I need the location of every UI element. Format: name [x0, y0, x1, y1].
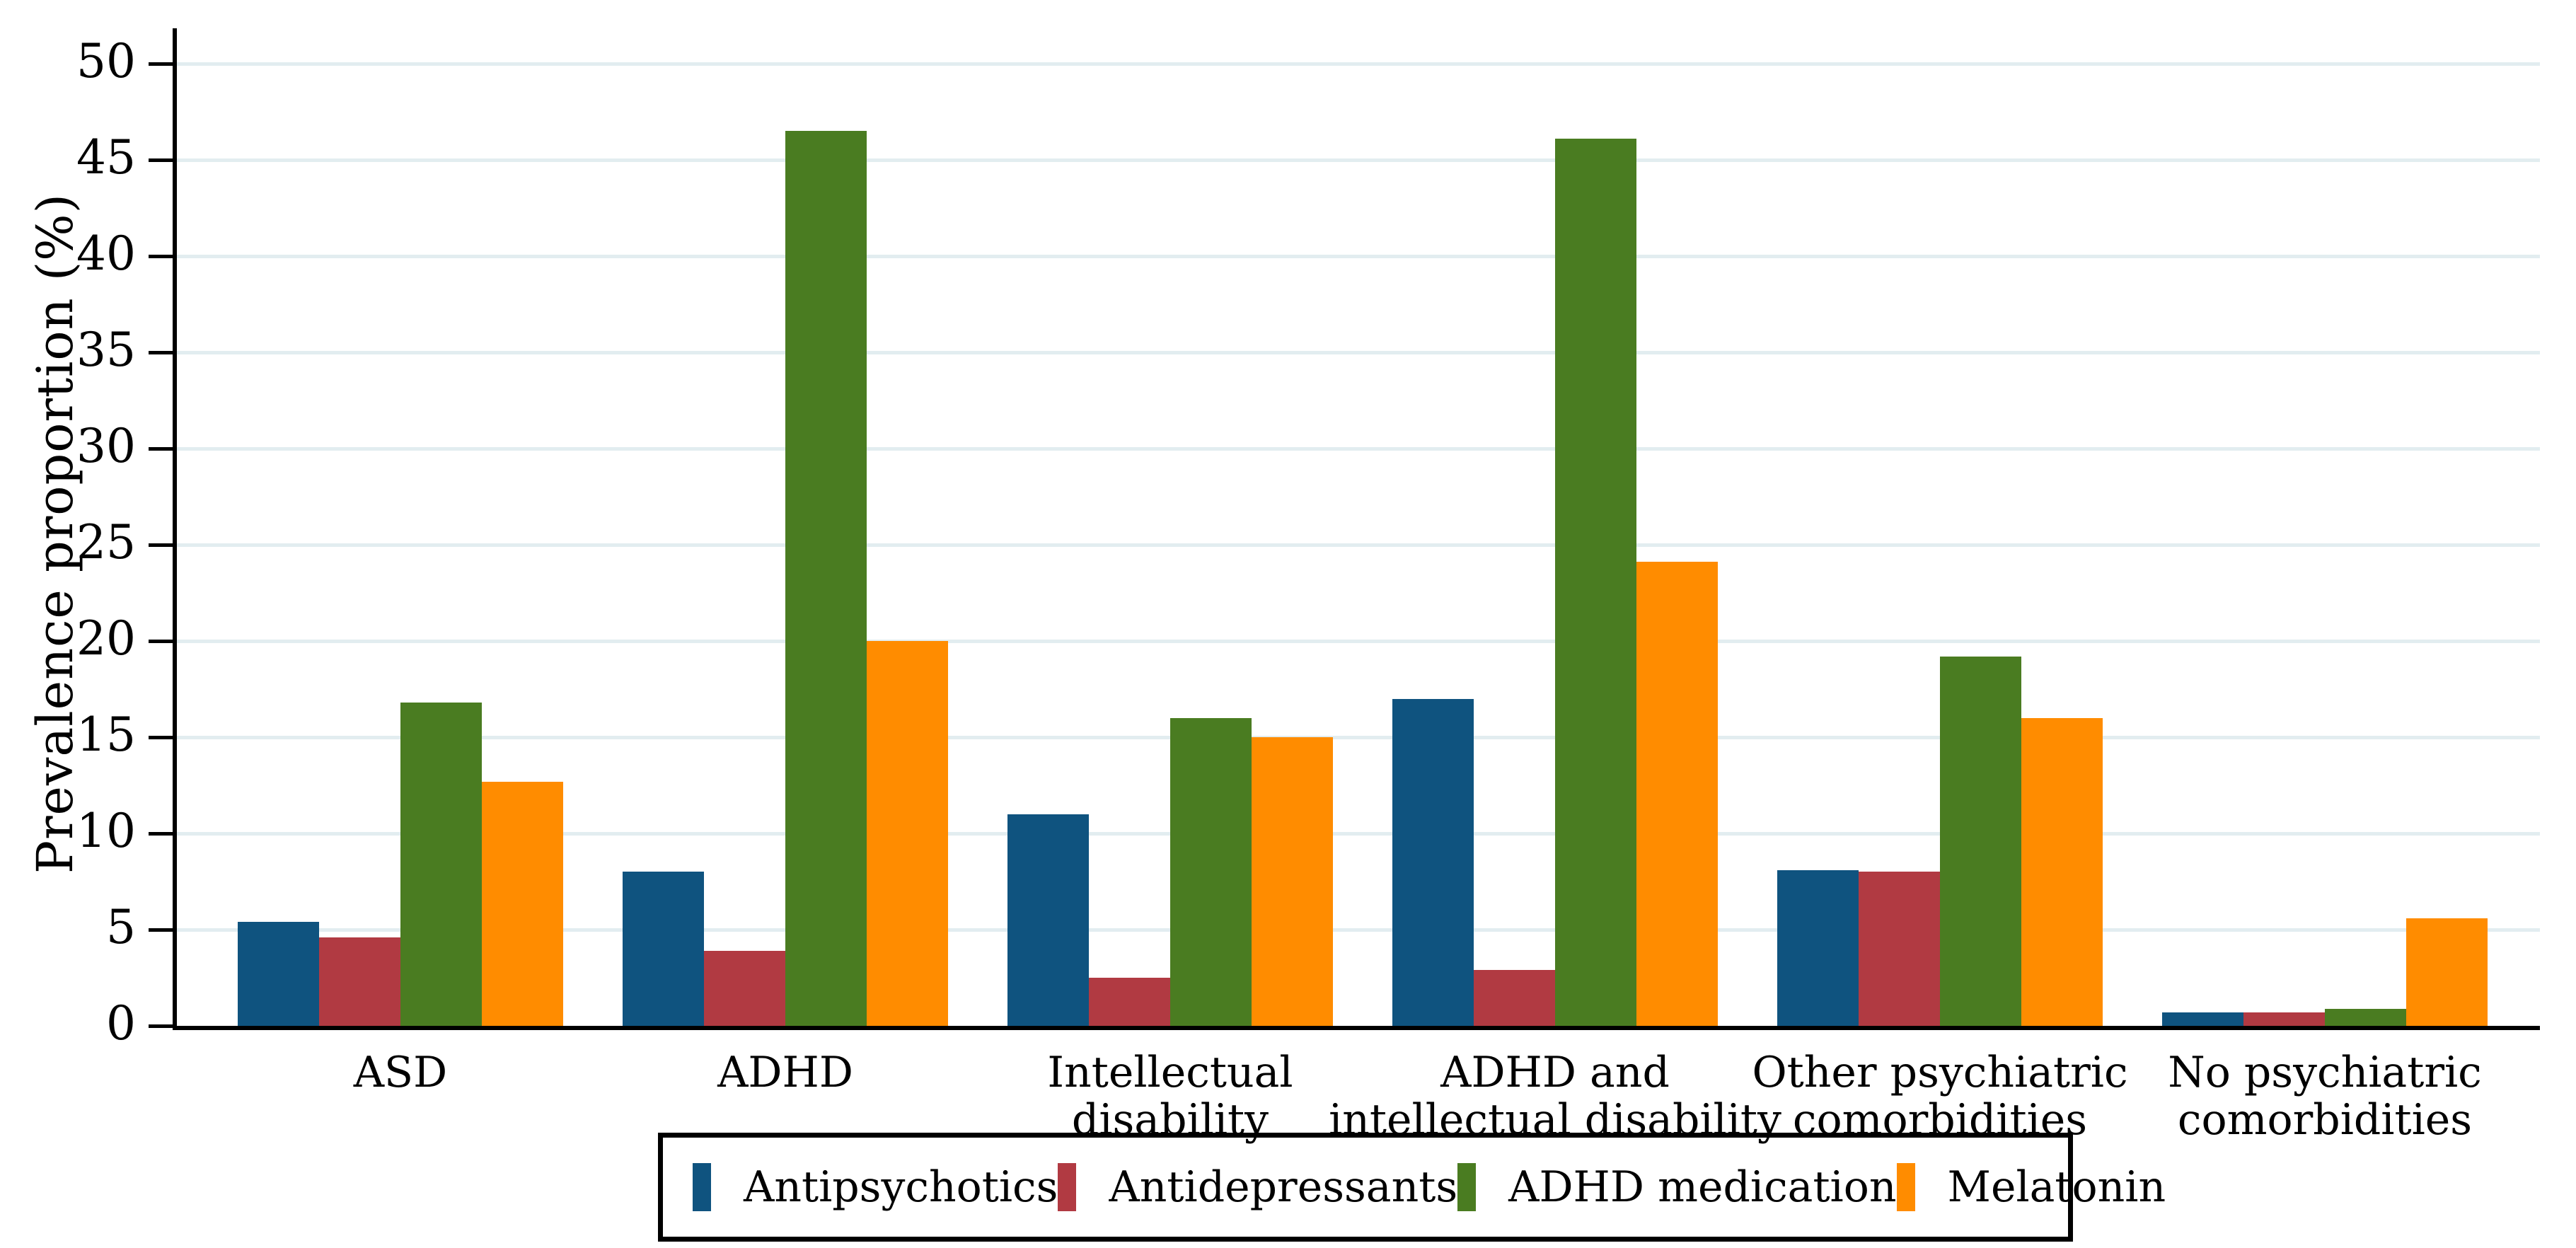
plot-area: 0 5 10 15 20 25 30 35 40 45 50	[76, 28, 2540, 1047]
legend-label: Antidepressants	[1109, 1162, 1458, 1212]
y-tick-label-45: 45	[76, 130, 136, 185]
y-tick-30	[149, 446, 173, 451]
category-label-5: No psychiatric comorbidities	[2168, 1048, 2482, 1145]
x-axis-line	[173, 1026, 2540, 1030]
bar-adhd-medication-1	[785, 131, 867, 1026]
bar-antipsychotics-4	[1777, 869, 1859, 1026]
y-tick-50	[149, 62, 173, 66]
legend-swatch-icon	[1058, 1163, 1077, 1211]
y-tick-label-0: 0	[106, 996, 136, 1051]
bar-antipsychotics-0	[238, 922, 319, 1026]
bar-antipsychotics-1	[623, 872, 704, 1026]
y-tick-label-20: 20	[76, 611, 136, 666]
bar-antidepressants-4	[1859, 872, 1940, 1026]
bar-antidepressants-0	[319, 937, 400, 1026]
bar-adhd-medication-2	[1170, 717, 1252, 1026]
legend-label: Antipsychotics	[744, 1162, 1058, 1212]
bar-adhd-medication-3	[1555, 139, 1636, 1026]
bar-melatonin-5	[2406, 918, 2488, 1026]
bar-group-3	[1392, 28, 1718, 1026]
y-tick-10	[149, 831, 173, 836]
y-tick-40	[149, 254, 173, 258]
y-tick-45	[149, 158, 173, 162]
legend-item-antidepressants: Antidepressants	[1058, 1162, 1457, 1212]
gridline-10	[177, 831, 2540, 836]
legend-label: ADHD medication	[1508, 1162, 1897, 1212]
gridline-50	[177, 62, 2540, 66]
legend-swatch-icon	[693, 1163, 711, 1211]
bar-group-0	[238, 28, 563, 1026]
legend-label: Melatonin	[1947, 1162, 2166, 1212]
y-tick-25	[149, 543, 173, 547]
bar-antipsychotics-5	[2162, 1012, 2243, 1026]
bar-group-4	[1777, 28, 2103, 1026]
bar-melatonin-3	[1636, 562, 1718, 1026]
y-tick-label-5: 5	[106, 900, 136, 954]
bar-antipsychotics-2	[1007, 814, 1089, 1026]
y-tick-label-25: 25	[76, 515, 136, 570]
y-tick-label-15: 15	[76, 707, 136, 762]
gridline-30	[177, 446, 2540, 451]
category-label-3: ADHD and intellectual disability	[1329, 1048, 1781, 1145]
bar-group-2	[1007, 28, 1333, 1026]
y-tick-label-40: 40	[76, 226, 136, 281]
category-label-0: ASD	[353, 1048, 448, 1097]
bar-adhd-medication-5	[2325, 1008, 2406, 1026]
y-tick-35	[149, 350, 173, 354]
legend-swatch-icon	[1896, 1163, 1915, 1211]
bar-antidepressants-5	[2243, 1012, 2325, 1026]
y-tick-label-10: 10	[76, 804, 136, 858]
legend-item-antipsychotics: Antipsychotics	[693, 1162, 1058, 1212]
bar-antidepressants-2	[1089, 978, 1170, 1026]
category-label-2: Intellectual disability	[1047, 1048, 1293, 1145]
gridline-15	[177, 735, 2540, 739]
y-tick-20	[149, 639, 173, 643]
gridline-20	[177, 639, 2540, 643]
y-tick-label-30: 30	[76, 419, 136, 473]
gridline-5	[177, 928, 2540, 932]
bar-antidepressants-1	[704, 950, 785, 1026]
y-tick-label-50: 50	[76, 34, 136, 88]
y-tick-0	[149, 1024, 173, 1028]
bar-antipsychotics-3	[1392, 698, 1474, 1026]
y-tick-label-35: 35	[76, 323, 136, 377]
y-tick-5	[149, 928, 173, 932]
y-tick-15	[149, 735, 173, 739]
legend-swatch-icon	[1457, 1163, 1477, 1211]
legend-item-melatonin: Melatonin	[1896, 1162, 2166, 1212]
bar-adhd-medication-4	[1940, 656, 2021, 1026]
category-label-4: Other psychiatric comorbidities	[1752, 1048, 2128, 1145]
bar-adhd-medication-0	[400, 703, 482, 1026]
legend: Antipsychotics Antidepressants ADHD medica…	[658, 1133, 2166, 1242]
bar-melatonin-0	[482, 781, 563, 1026]
gridline-35	[177, 350, 2540, 354]
y-axis-line	[173, 28, 177, 1030]
bar-group-1	[623, 28, 948, 1026]
bar-melatonin-1	[867, 641, 948, 1026]
bar-melatonin-2	[1252, 737, 1333, 1026]
gridline-45	[177, 158, 2540, 162]
bar-antidepressants-3	[1474, 970, 1555, 1026]
gridline-25	[177, 543, 2540, 547]
gridline-40	[177, 254, 2540, 258]
bar-group-5	[2162, 28, 2488, 1026]
bar-melatonin-4	[2021, 717, 2103, 1026]
legend-item-adhd-medication: ADHD medication	[1457, 1162, 1897, 1212]
category-label-1: ADHD	[717, 1048, 853, 1097]
